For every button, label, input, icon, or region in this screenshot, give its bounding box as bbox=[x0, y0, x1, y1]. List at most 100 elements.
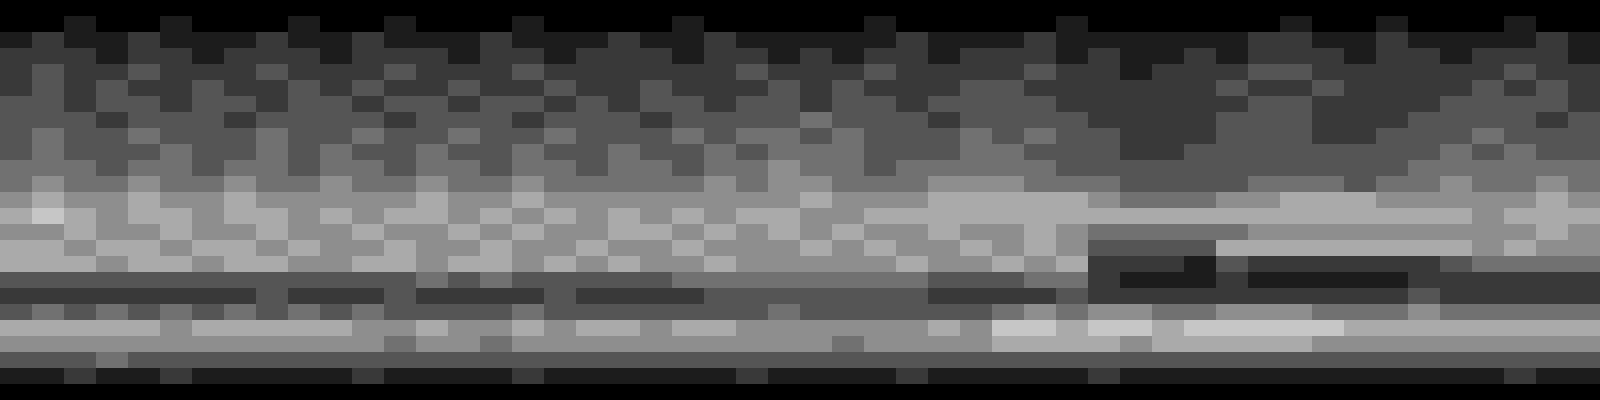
cell bbox=[1280, 64, 1313, 81]
cell bbox=[544, 32, 577, 49]
cell bbox=[672, 32, 705, 49]
cell bbox=[640, 288, 673, 305]
cell bbox=[896, 192, 929, 209]
cell bbox=[1536, 160, 1569, 177]
cell bbox=[1536, 368, 1569, 385]
cell bbox=[1376, 288, 1409, 305]
cell bbox=[1440, 256, 1473, 273]
cell bbox=[864, 224, 897, 241]
cell bbox=[768, 96, 801, 113]
cell bbox=[544, 0, 577, 17]
cell bbox=[768, 304, 801, 321]
cell bbox=[96, 160, 129, 177]
cell bbox=[480, 384, 513, 400]
cell bbox=[1216, 384, 1249, 400]
cell bbox=[1536, 128, 1569, 145]
cell bbox=[448, 0, 481, 17]
cell bbox=[608, 192, 641, 209]
cell bbox=[1056, 288, 1089, 305]
cell bbox=[448, 160, 481, 177]
cell bbox=[352, 256, 385, 273]
cell bbox=[1088, 176, 1121, 193]
cell bbox=[1440, 64, 1473, 81]
cell bbox=[160, 224, 193, 241]
cell bbox=[0, 352, 33, 369]
cell bbox=[672, 352, 705, 369]
cell bbox=[128, 304, 161, 321]
cell bbox=[0, 320, 33, 337]
cell bbox=[352, 208, 385, 225]
cell bbox=[1120, 160, 1153, 177]
cell bbox=[160, 208, 193, 225]
cell bbox=[480, 176, 513, 193]
cell bbox=[320, 336, 353, 353]
cell bbox=[960, 112, 993, 129]
cell bbox=[1408, 80, 1441, 97]
cell bbox=[1472, 96, 1505, 113]
cell bbox=[1472, 240, 1505, 257]
cell bbox=[320, 384, 353, 400]
cell bbox=[1248, 48, 1281, 65]
cell bbox=[1280, 320, 1313, 337]
cell bbox=[320, 128, 353, 145]
cell bbox=[224, 0, 257, 17]
cell bbox=[160, 320, 193, 337]
cell bbox=[928, 352, 961, 369]
cell bbox=[1408, 272, 1441, 289]
cell bbox=[192, 240, 225, 257]
cell bbox=[1408, 192, 1441, 209]
cell bbox=[1504, 192, 1537, 209]
cell bbox=[1152, 320, 1185, 337]
cell bbox=[1408, 96, 1441, 113]
cell bbox=[512, 80, 545, 97]
cell bbox=[288, 256, 321, 273]
cell bbox=[1120, 288, 1153, 305]
cell bbox=[416, 240, 449, 257]
cell bbox=[1120, 336, 1153, 353]
cell bbox=[0, 208, 33, 225]
cell bbox=[96, 0, 129, 17]
cell bbox=[1408, 352, 1441, 369]
cell bbox=[192, 352, 225, 369]
cell bbox=[640, 368, 673, 385]
cell bbox=[1184, 384, 1217, 400]
cell bbox=[544, 352, 577, 369]
cell bbox=[1408, 160, 1441, 177]
cell bbox=[1280, 112, 1313, 129]
cell bbox=[640, 64, 673, 81]
cell bbox=[1472, 368, 1505, 385]
cell bbox=[608, 128, 641, 145]
cell bbox=[1440, 192, 1473, 209]
cell bbox=[736, 336, 769, 353]
cell bbox=[672, 144, 705, 161]
cell bbox=[320, 160, 353, 177]
cell bbox=[864, 368, 897, 385]
cell bbox=[512, 368, 545, 385]
cell bbox=[1312, 176, 1345, 193]
cell bbox=[1312, 256, 1345, 273]
cell bbox=[1024, 352, 1057, 369]
cell bbox=[928, 272, 961, 289]
cell bbox=[1504, 256, 1537, 273]
cell bbox=[928, 128, 961, 145]
cell bbox=[1568, 176, 1600, 193]
cell bbox=[960, 384, 993, 400]
cell bbox=[928, 176, 961, 193]
cell bbox=[256, 352, 289, 369]
cell bbox=[1472, 80, 1505, 97]
cell bbox=[512, 240, 545, 257]
cell bbox=[1088, 336, 1121, 353]
cell bbox=[448, 320, 481, 337]
cell bbox=[224, 256, 257, 273]
cell bbox=[1088, 208, 1121, 225]
cell bbox=[544, 208, 577, 225]
cell bbox=[1568, 384, 1600, 400]
cell bbox=[1472, 176, 1505, 193]
cell bbox=[512, 224, 545, 241]
cell bbox=[32, 48, 65, 65]
cell bbox=[1408, 224, 1441, 241]
cell bbox=[0, 48, 33, 65]
cell bbox=[896, 64, 929, 81]
cell bbox=[384, 128, 417, 145]
cell bbox=[1248, 272, 1281, 289]
